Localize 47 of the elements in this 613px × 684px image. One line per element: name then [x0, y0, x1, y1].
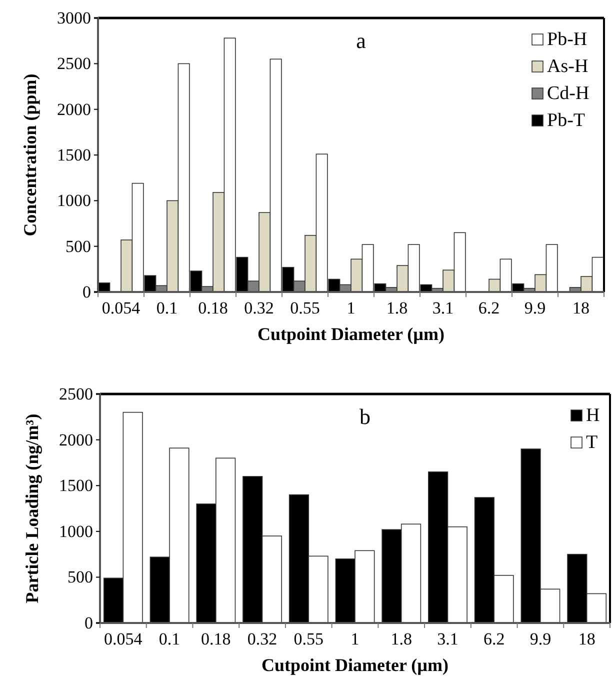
- x-tick-label: 6.2: [483, 630, 505, 649]
- x-tick-label: 6.2: [478, 298, 500, 318]
- x-tick-label: 0.1: [156, 298, 178, 318]
- x-tick-label: 0.18: [198, 298, 228, 318]
- y-tick-label: 2000: [59, 430, 93, 450]
- x-tick-label: 0.054: [102, 298, 141, 318]
- x-tick-label: 18: [572, 298, 590, 318]
- y-tick-label: 500: [68, 568, 93, 587]
- y-tick-label: 0: [84, 613, 93, 632]
- x-tick-label: 9.9: [524, 298, 546, 318]
- x-tick-label: 0.32: [244, 298, 274, 318]
- y-tick-label: 1500: [59, 476, 93, 496]
- y-tick-label: 2500: [59, 384, 93, 404]
- y-tick-label: 500: [66, 236, 91, 256]
- y-axis-title: Particle Loading (ng/m³): [22, 414, 42, 604]
- x-tick-label: 0.18: [201, 630, 231, 649]
- legend-label: Pb-T: [547, 110, 586, 131]
- x-tick-label: 0.32: [247, 630, 278, 649]
- y-tick-label: 0: [82, 282, 91, 302]
- x-tick-label: 3.1: [432, 298, 454, 318]
- x-tick-label: 3.1: [437, 630, 458, 649]
- y-axis-title: Concentration (ppm): [20, 74, 40, 236]
- y-tick-label: 1000: [59, 522, 93, 541]
- x-tick-label: 9.9: [530, 630, 552, 649]
- y-tick-label: 1500: [57, 145, 91, 164]
- x-tick-label: 1: [346, 298, 356, 318]
- x-tick-label: 1.8: [390, 630, 412, 649]
- y-tick-label: 2500: [57, 54, 91, 74]
- x-tick-label: 0.1: [158, 630, 180, 649]
- x-tick-label: 1.8: [386, 298, 408, 318]
- legend-label: H: [586, 405, 600, 426]
- x-tick-label: 0.55: [294, 630, 324, 649]
- legend-label: Pb-H: [547, 29, 588, 50]
- x-axis-title: Cutpoint Diameter (µm): [261, 655, 449, 675]
- x-tick-label: 18: [578, 630, 596, 649]
- text: b: [360, 404, 370, 429]
- legend-label: Cd-H: [547, 83, 590, 104]
- y-tick-label: 3000: [57, 8, 91, 28]
- x-tick-label: 0.55: [290, 298, 320, 318]
- y-tick-label: 1000: [57, 191, 91, 210]
- y-tick-label: 2000: [57, 100, 91, 119]
- legend-label: T: [586, 432, 598, 453]
- text: a: [356, 28, 366, 53]
- x-tick-label: 0.054: [104, 630, 143, 649]
- x-axis-title: Cutpoint Diameter (µm): [257, 324, 445, 344]
- x-tick-label: 1: [350, 630, 360, 649]
- legend-label: As-H: [547, 56, 588, 77]
